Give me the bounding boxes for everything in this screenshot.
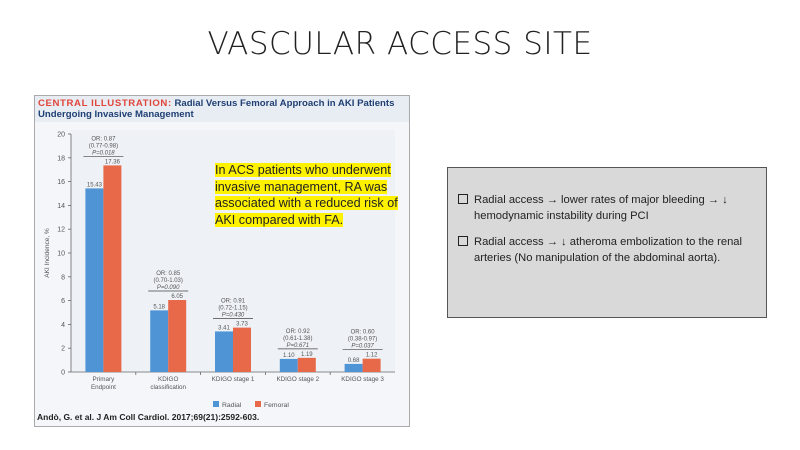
figure-header-title: Radial Versus Femoral Approach in AKI Pa…	[38, 98, 395, 120]
y-tick-label: 18	[57, 155, 65, 162]
citation: Andò, G. et al. J Am Coll Cardiol. 2017;…	[37, 412, 260, 422]
odds-ratio-annotation: OR: 0.92	[286, 329, 311, 335]
odds-ratio-annotation: (0.72-1.15)	[218, 306, 247, 312]
x-tick-label: Endpoint	[91, 384, 116, 391]
legend-swatch	[255, 401, 261, 407]
bar-radial	[279, 358, 298, 372]
odds-ratio-annotation: P=0.090	[157, 285, 180, 291]
callout-text: In ACS patients who underwent invasive m…	[215, 162, 415, 228]
x-tick-label: classification	[150, 384, 186, 391]
y-axis-label: AKI Incidence, %	[44, 228, 51, 278]
odds-ratio-annotation: P=0.430	[222, 313, 245, 319]
slide-title: VASCULAR ACCESS SITE	[207, 26, 593, 62]
odds-ratio-annotation: OR: 0.60	[351, 330, 376, 336]
legend-swatch	[213, 401, 219, 407]
y-tick-label: 10	[57, 251, 65, 258]
odds-ratio-annotation: (0.61-1.38)	[283, 336, 312, 342]
odds-ratio-annotation: OR: 0.87	[91, 136, 116, 142]
y-tick-label: 20	[57, 132, 65, 139]
bar-radial	[150, 310, 169, 372]
odds-ratio-annotation: (0.70-1.03)	[154, 278, 183, 284]
figure-header-lead: CENTRAL ILLUSTRATION:	[38, 98, 172, 109]
y-tick-label: 12	[57, 227, 65, 234]
note-item: Radial access → ↓ atheroma embolization …	[458, 234, 756, 266]
legend-label: Femoral	[264, 402, 289, 409]
bar-radial	[344, 363, 363, 372]
x-tick-label: KDIGO	[158, 376, 178, 383]
bar-value-label: 15.43	[87, 182, 103, 188]
x-tick-label: KDIGO stage 3	[341, 376, 384, 383]
odds-ratio-annotation: OR: 0.91	[221, 299, 246, 305]
y-tick-label: 0	[61, 370, 65, 377]
bar-value-label: 3.73	[236, 322, 248, 328]
bar-femoral	[168, 300, 187, 372]
y-tick-label: 4	[61, 322, 65, 329]
checkbox-bullet-icon	[458, 236, 468, 246]
y-tick-label: 2	[61, 346, 65, 353]
bar-value-label: 1.12	[366, 353, 378, 359]
note-item: Radial access → lower rates of major ble…	[458, 192, 756, 224]
bar-value-label: 5.18	[153, 304, 165, 310]
odds-ratio-annotation: P=0.018	[92, 150, 115, 156]
bar-radial	[215, 331, 233, 372]
bar-value-label: 17.36	[105, 159, 121, 165]
bar-femoral	[233, 327, 251, 372]
bar-femoral	[362, 358, 381, 372]
notes-box: Radial access → lower rates of major ble…	[447, 167, 767, 318]
note-text: Radial access → ↓ atheroma embolization …	[474, 236, 743, 264]
bar-value-label: 1.19	[301, 352, 313, 358]
legend-label: Radial	[222, 402, 242, 409]
bar-chart: 0 2 4 6 8 10 12 14 16 18 20 AKI Incidence, % Primary…	[44, 130, 395, 409]
bar-value-label: 6.05	[171, 294, 183, 300]
bar-value-label: 3.41	[218, 325, 230, 331]
y-tick-label: 6	[61, 298, 65, 305]
y-tick-label: 14	[57, 203, 65, 210]
odds-ratio-annotation: (0.77-0.98)	[89, 143, 118, 149]
bar-femoral	[297, 357, 316, 372]
odds-ratio-annotation: OR: 0.85	[156, 271, 181, 277]
note-text: Radial access → lower rates of major ble…	[474, 194, 728, 222]
odds-ratio-annotation: P=0.671	[287, 343, 310, 349]
y-tick-label: 16	[57, 179, 65, 186]
figure-header: CENTRAL ILLUSTRATION: Radial Versus Femo…	[35, 96, 409, 122]
bar-value-label: 0.68	[348, 358, 360, 364]
odds-ratio-annotation: (0.38-0.97)	[348, 337, 377, 343]
bar-radial	[85, 188, 104, 372]
bar-femoral	[103, 165, 122, 372]
x-tick-label: Primary	[93, 376, 116, 383]
central-illustration: CENTRAL ILLUSTRATION: Radial Versus Femo…	[34, 95, 410, 427]
x-tick-label: KDIGO stage 1	[212, 376, 255, 383]
y-tick-label: 8	[61, 274, 65, 281]
bar-value-label: 1.10	[283, 353, 295, 359]
odds-ratio-annotation: P=0.037	[351, 344, 374, 350]
x-tick-label: KDIGO stage 2	[276, 376, 319, 383]
callout-highlight: In ACS patients who underwent invasive m…	[215, 163, 398, 227]
checkbox-bullet-icon	[458, 194, 468, 204]
